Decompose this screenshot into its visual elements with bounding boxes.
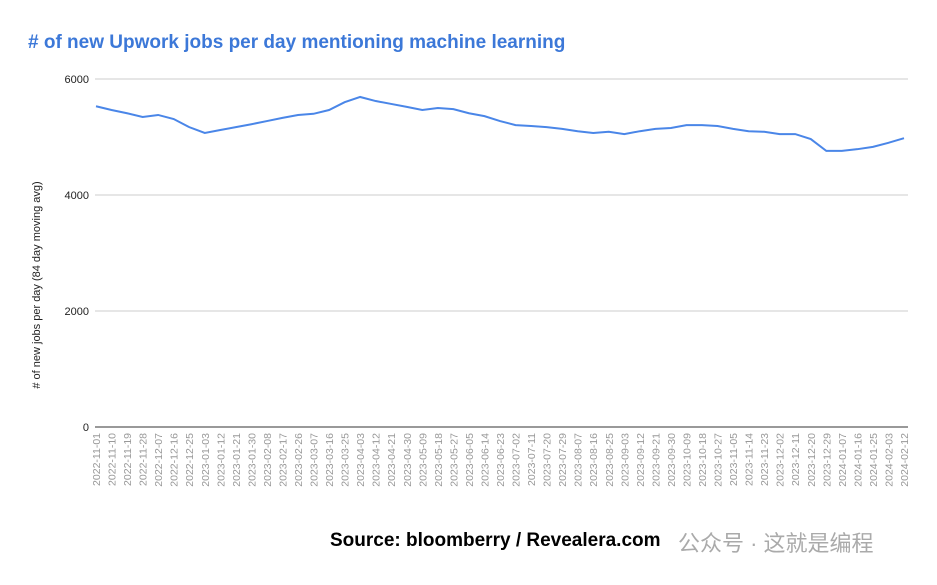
- x-tick-label: 2022-11-19: [122, 433, 134, 486]
- x-tick-label: 2022-11-01: [91, 433, 103, 486]
- x-tick-label: 2022-11-10: [107, 433, 119, 486]
- x-tick-label: 2023-06-05: [464, 433, 476, 487]
- x-tick-label: 2023-04-12: [371, 433, 383, 487]
- x-tick-label: 2023-06-14: [479, 433, 491, 487]
- x-tick-label: 2023-04-21: [386, 433, 398, 487]
- line: [95, 95, 905, 152]
- x-tick-label: 2023-09-30: [666, 433, 678, 487]
- x-tick-label: 2024-01-25: [868, 433, 880, 487]
- x-tick-label: 2023-11-14: [744, 433, 756, 486]
- x-tick-label: 2023-12-29: [821, 433, 833, 487]
- x-tick-label: 2024-02-12: [899, 433, 911, 487]
- x-tick-label: 2023-09-21: [650, 433, 662, 487]
- x-tick-label: 2023-04-30: [402, 433, 414, 487]
- x-tick-label: 2022-12-25: [184, 433, 196, 487]
- y-tick-label: 2000: [65, 306, 89, 318]
- x-tick-label: 2024-02-03: [883, 433, 895, 487]
- x-tick-label: 2023-01-30: [246, 433, 258, 487]
- source: Source: bloomberry / Revealera.com: [330, 530, 661, 551]
- x-tick-label: 2023-05-09: [417, 433, 429, 487]
- x-tick-label: 2023-03-07: [309, 433, 321, 487]
- x-tick-label: 2023-02-26: [293, 433, 305, 487]
- x-tick-label: 2023-01-03: [200, 433, 212, 487]
- x-tick-label: 2023-02-08: [262, 433, 274, 487]
- x-tick-label: 2023-10-27: [713, 433, 725, 487]
- y-tick-label: 6000: [65, 74, 89, 86]
- x-tick-label: 2023-10-09: [681, 433, 693, 487]
- x-tick-label: 2022-11-28: [138, 433, 150, 486]
- y-tick-label: 4000: [65, 190, 89, 202]
- y-axis-label: # of new jobs per day (84 day moving avg…: [31, 181, 43, 388]
- x-tick-label: 2023-06-23: [495, 433, 507, 487]
- x-tick-label: 2023-07-29: [557, 433, 569, 487]
- x-tick-label: 2023-12-02: [775, 433, 787, 487]
- x-tick-label: 2024-01-16: [852, 433, 864, 487]
- x-tick-label: 2023-10-18: [697, 433, 709, 487]
- x-tick-label: 2023-08-07: [573, 433, 585, 487]
- x-tick-label: 2022-12-16: [169, 433, 181, 487]
- x-tick-label: 2023-03-25: [340, 433, 352, 487]
- chart-title: # of new Upwork jobs per day mentioning …: [28, 32, 565, 53]
- x-tick-label: 2024-01-07: [837, 433, 849, 487]
- x-tick-label: 2023-07-02: [511, 433, 523, 487]
- y-tick-label: 0: [83, 422, 89, 434]
- x-tick-label: 2023-12-11: [790, 433, 802, 486]
- x-tick-label: 2023-09-12: [635, 433, 647, 487]
- x-tick-label: 2023-08-16: [588, 433, 600, 487]
- x-tick-label: 2023-05-27: [448, 433, 460, 487]
- x-tick-label: 2023-02-17: [277, 433, 289, 487]
- x-tick-label: 2023-09-03: [619, 433, 631, 487]
- x-tick-label: 2023-07-20: [542, 433, 554, 487]
- x-tick-label: 2023-01-12: [215, 433, 227, 487]
- x-tick-label: 2023-04-03: [355, 433, 367, 487]
- x-tick-label: 2023-08-25: [604, 433, 616, 487]
- x-tick-label: 2023-12-20: [806, 433, 818, 487]
- x-tick-label: 2023-11-05: [728, 433, 740, 486]
- x-tick-label: 2023-11-23: [759, 433, 771, 486]
- watermark: 公众号 · 这就是编程: [678, 531, 874, 556]
- x-tick-label: 2022-12-07: [153, 433, 165, 487]
- x-tick-label: 2023-05-18: [433, 433, 445, 487]
- x-tick-label: 2023-03-16: [324, 433, 336, 487]
- x-tick-label: 2023-07-11: [526, 433, 538, 486]
- x-tick-label: 2023-01-21: [231, 433, 243, 487]
